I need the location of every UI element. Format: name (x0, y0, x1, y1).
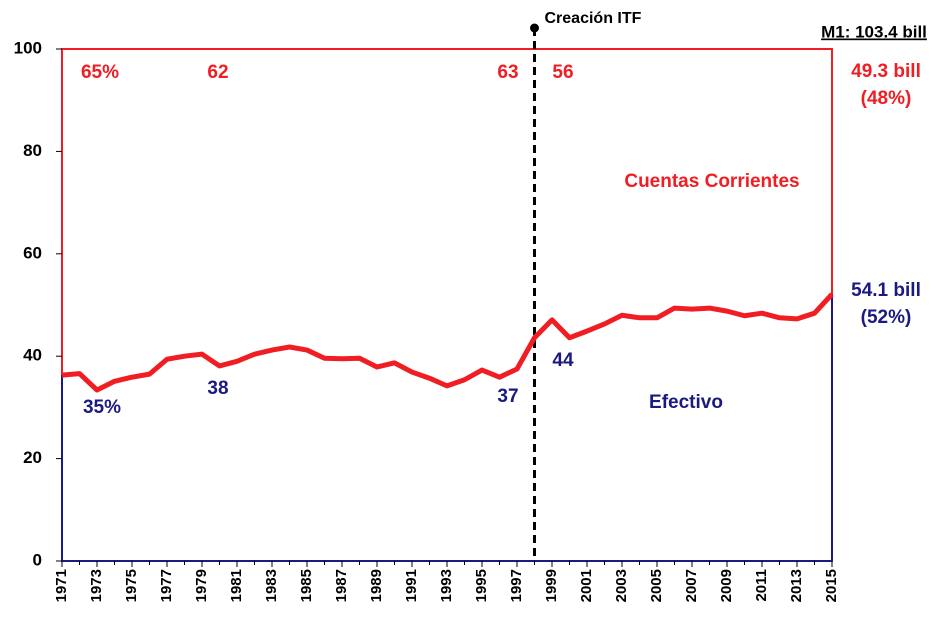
annotation: 65% (81, 62, 119, 83)
annotation: 62 (207, 62, 228, 83)
x-tick-label: 1991 (403, 569, 420, 602)
annotation: 49.3 bill (851, 61, 921, 82)
y-tick-label: 100 (14, 38, 42, 57)
x-tick-label: 1989 (368, 569, 385, 602)
annotation: 63 (497, 62, 518, 83)
annotation: 38 (207, 378, 228, 399)
x-tick-label: 2013 (788, 569, 805, 602)
x-tick-label: 2003 (613, 569, 630, 602)
y-tick-label: 60 (23, 243, 42, 262)
annotation: 37 (497, 386, 518, 407)
annotation: 54.1 bill (851, 280, 921, 301)
y-tick-label: 20 (23, 448, 42, 467)
x-tick-label: 1971 (53, 569, 70, 602)
y-tick-label: 80 (23, 141, 42, 160)
itf-dot (530, 23, 539, 33)
itf-label: Creación ITF (545, 10, 642, 27)
total-label: M1: 103.4 bill (821, 22, 927, 41)
annotation: Efectivo (649, 392, 723, 413)
x-tick-label: 1981 (228, 569, 245, 602)
annotation: 35% (83, 397, 121, 418)
x-tick-label: 1997 (508, 569, 525, 602)
x-tick-label: 1999 (543, 569, 560, 602)
x-tick-label: 1987 (333, 569, 350, 602)
x-tick-label: 1979 (193, 569, 210, 602)
x-tick-label: 1995 (473, 569, 490, 602)
x-tick-label: 2001 (578, 569, 595, 602)
upper-frame (61, 48, 833, 562)
annotation: 44 (552, 350, 574, 371)
annotation: (52%) (861, 307, 912, 328)
x-tick-label: 1975 (123, 569, 140, 602)
x-tick-label: 2007 (683, 569, 700, 602)
x-tick-label: 1983 (263, 569, 280, 602)
x-tick-label: 2005 (648, 569, 665, 602)
annotation: 56 (552, 62, 573, 83)
y-tick-label: 0 (33, 550, 42, 569)
annotation: (48%) (861, 88, 912, 109)
annotation: Cuentas Corrientes (624, 171, 799, 192)
x-tick-label: 1977 (158, 569, 175, 602)
x-tick-label: 2015 (823, 569, 840, 602)
x-tick-label: 2009 (718, 569, 735, 602)
y-tick-label: 40 (23, 346, 42, 365)
x-tick-label: 1985 (298, 569, 315, 602)
share-line (61, 292, 834, 393)
x-tick-label: 1993 (438, 569, 455, 602)
x-tick-label: 1973 (88, 569, 105, 602)
x-tick-label: 2011 (753, 569, 770, 602)
